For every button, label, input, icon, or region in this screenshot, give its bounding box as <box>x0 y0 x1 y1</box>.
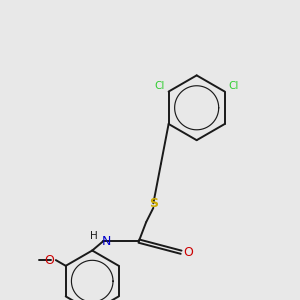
Text: Cl: Cl <box>229 81 239 91</box>
Text: Cl: Cl <box>154 81 165 91</box>
Text: O: O <box>183 246 193 259</box>
Text: S: S <box>149 197 158 210</box>
Text: N: N <box>102 235 111 248</box>
Text: H: H <box>91 231 98 241</box>
Text: O: O <box>44 254 54 267</box>
